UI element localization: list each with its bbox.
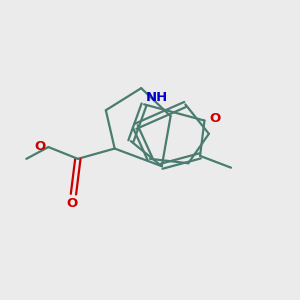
Text: NH: NH: [146, 91, 168, 104]
Text: O: O: [210, 112, 221, 125]
Text: O: O: [35, 140, 46, 153]
Text: O: O: [66, 197, 78, 210]
